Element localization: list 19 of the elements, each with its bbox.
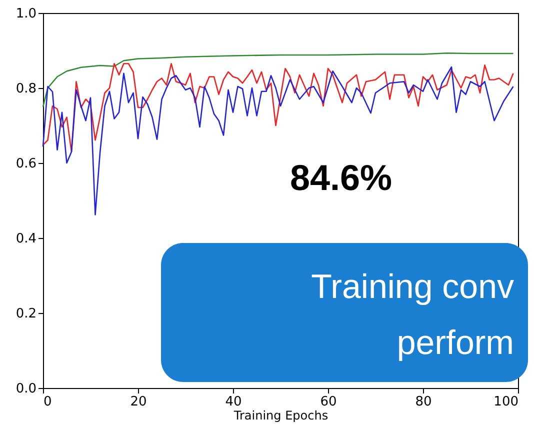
x-tick-label: 20 (130, 394, 147, 410)
annotation: 84.6% (290, 157, 392, 198)
y-tick-label: 0.0 (16, 382, 36, 396)
x-tick-label: 40 (225, 394, 242, 410)
line-series (42, 62, 514, 152)
x-axis-title: Training Epochs (232, 408, 328, 422)
y-tick-label: 0.4 (16, 232, 36, 246)
y-tick-label: 0.8 (16, 82, 36, 96)
annotation: perform (396, 324, 514, 362)
line-series (42, 66, 514, 216)
y-tick-label: 0.2 (16, 306, 36, 322)
line-series (42, 52, 514, 108)
y-tick-label: 0.6 (16, 156, 36, 172)
y-tick-label: 1.0 (16, 6, 36, 22)
x-tick-label: 80 (415, 394, 432, 410)
x-tick-label: 100 (494, 394, 518, 410)
x-tick-label: 0 (44, 394, 52, 410)
x-tick-label: 60 (320, 394, 337, 410)
annotation: Training conv (311, 268, 514, 306)
